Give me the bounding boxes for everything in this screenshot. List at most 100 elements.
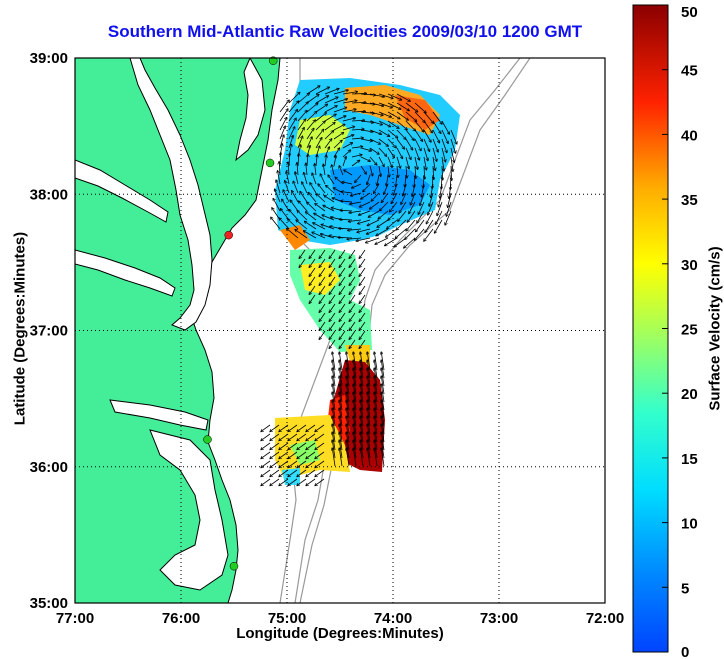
velocity-arrow [391,192,398,203]
velocity-arrow [339,267,346,276]
velocity-arrow [325,155,326,167]
velocity-arrow [319,294,326,303]
velocity-arrow [378,111,391,117]
velocity-arrow [388,210,398,220]
velocity-arrow [369,93,384,97]
velocity-arrow [344,170,353,176]
velocity-arrow [349,303,356,312]
velocity-arrow [421,183,425,197]
y-tick-label: 38:00 [30,186,68,203]
velocity-arrow [351,93,366,94]
velocity-arrow [396,156,400,168]
y-tick-label: 36:00 [30,459,68,476]
velocity-arrow [351,138,363,139]
velocity-arrow [424,228,434,241]
velocity-arrow [429,192,434,206]
velocity-arrow [378,165,381,176]
velocity-arrow [405,102,418,112]
velocity-arrow [353,448,357,467]
velocity-arrow [349,321,356,330]
velocity-arrow [339,321,346,330]
velocity-arrow [431,183,434,197]
velocity-arrow [377,219,389,227]
velocity-arrow [359,249,366,258]
velocity-arrow [397,165,398,177]
velocity-arrow [288,469,298,476]
velocity-arrow [288,101,299,113]
velocity-arrow [378,147,386,156]
velocity-arrow [441,129,448,143]
velocity-arrow [387,102,401,109]
velocity-arrow [261,451,271,458]
velocity-arrow [319,249,326,258]
velocity-arrow [333,133,343,140]
velocity-arrow [297,163,298,176]
velocity-arrow [315,424,325,431]
velocity-arrow [315,87,329,95]
velocity-arrow [297,119,306,131]
velocity-arrow [309,285,316,294]
velocity-arrow [361,192,371,199]
velocity-arrow [416,219,425,231]
velocity-arrow [309,258,316,267]
x-tick-label: 72:00 [586,610,624,627]
velocity-arrow [309,294,316,303]
velocity-arrow [387,147,394,157]
velocity-arrow [329,276,336,285]
velocity-arrow [279,218,290,230]
velocity-arrow [289,210,299,221]
velocity-arrow [339,339,346,348]
velocity-arrow [387,219,398,228]
velocity-arrow [346,448,350,467]
velocity-arrow [367,174,371,184]
velocity-arrow [378,120,390,127]
velocity-arrow [341,201,353,202]
velocity-arrow [306,163,307,176]
velocity-arrow [441,120,449,134]
colorbar-tick-label: 20 [681,386,698,403]
velocity-arrow [367,228,380,234]
velocity-arrow [359,258,366,267]
velocity-arrow [324,97,338,104]
velocity-arrow [396,147,402,158]
velocity-arrow [315,104,327,113]
velocity-arrow [374,448,378,467]
velocity-arrow [324,131,333,140]
colorbar-tick-label: 45 [681,63,698,80]
velocity-arrow [322,215,335,221]
velocity-arrow [377,174,380,185]
velocity-arrow [332,165,335,176]
velocity-arrow [333,156,336,167]
velocity-arrow [378,102,392,108]
velocity-arrow [270,478,280,485]
velocity-arrow [315,442,325,449]
velocity-arrow [381,448,385,467]
velocity-arrow [360,147,371,151]
velocity-arrow [360,201,371,207]
velocity-arrow [299,249,306,258]
velocity-arrow [342,135,354,140]
velocity-arrow [368,210,380,217]
velocity-arrow [288,118,296,131]
colorbar-tick-label: 25 [681,322,698,339]
velocity-arrow [414,129,422,141]
velocity-arrow [307,202,317,212]
velocity-arrow [385,237,398,246]
velocity-arrow [271,217,281,230]
velocity-arrow [296,220,308,230]
green-site [268,56,278,65]
velocity-arrow [349,294,356,303]
velocity-arrow [366,237,380,243]
velocity-arrow [328,175,335,185]
velocity-arrow [329,339,336,348]
velocity-arrow [351,102,366,103]
velocity-arrow [360,448,364,467]
bathymetry-contour [294,58,521,603]
velocity-arrow [329,249,336,258]
velocity-arrow [388,165,389,177]
velocity-arrow [423,174,424,188]
velocity-arrow [313,223,326,230]
velocity-arrow [320,174,326,185]
velocity-arrow [426,210,434,224]
